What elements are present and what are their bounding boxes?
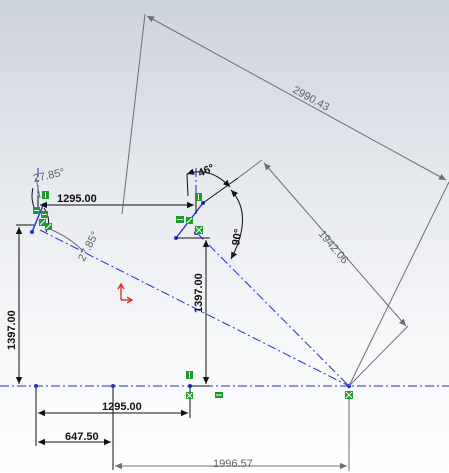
- dimension-line[interactable]: [146, 15, 447, 181]
- dim-bottom-overall[interactable]: 1996.57: [213, 458, 253, 470]
- relation-icon[interactable]: [345, 391, 353, 399]
- sketch-origin-icon: [117, 282, 134, 304]
- sketch-point[interactable]: [34, 384, 38, 388]
- right-diagonal-centerline[interactable]: [196, 232, 350, 387]
- relation-icon[interactable]: [186, 392, 193, 399]
- dim-left-vertical[interactable]: 1397.00: [6, 310, 18, 350]
- dim-bottom-half[interactable]: 647.50: [65, 431, 99, 443]
- relation-icon[interactable]: [186, 371, 193, 379]
- dim-middle-vertical[interactable]: 1397.00: [193, 273, 205, 313]
- dim-right-diagonal[interactable]: 1942.06: [316, 228, 351, 266]
- driving-dimensions: [15, 168, 243, 470]
- relation-icon[interactable]: [39, 219, 46, 226]
- relation-icon[interactable]: [41, 211, 48, 218]
- dim-angle-right[interactable]: 90°: [230, 228, 245, 246]
- relation-icon[interactable]: [176, 216, 184, 223]
- relation-icon[interactable]: [195, 193, 202, 201]
- relation-icon[interactable]: [186, 217, 193, 224]
- dim-angle-top-left[interactable]: 27.85°: [32, 167, 66, 185]
- dim-bottom-horizontal[interactable]: 1295.00: [102, 401, 142, 413]
- angle-arc-90[interactable]: [230, 189, 243, 260]
- relation-icon[interactable]: [215, 392, 223, 398]
- sketch-point[interactable]: [111, 384, 115, 388]
- dim-top-horizontal[interactable]: 1295.00: [57, 193, 97, 205]
- relation-icons: [33, 191, 353, 399]
- sketch-point[interactable]: [30, 230, 34, 234]
- sketch-points: [30, 201, 352, 389]
- dimension-line[interactable]: [263, 162, 407, 327]
- driven-dimensions: [35, 13, 449, 471]
- left-diagonal-centerline[interactable]: [39, 229, 350, 387]
- relation-icon[interactable]: [195, 226, 203, 234]
- relation-icon[interactable]: [33, 207, 40, 214]
- relation-icon[interactable]: [42, 191, 49, 199]
- dim-angle-top-right[interactable]: 46°: [196, 162, 216, 180]
- dim-long-diagonal[interactable]: 2990.43: [291, 84, 332, 114]
- dim-angle-lower-left[interactable]: 27.85°: [76, 230, 102, 264]
- relation-icon[interactable]: [45, 223, 52, 230]
